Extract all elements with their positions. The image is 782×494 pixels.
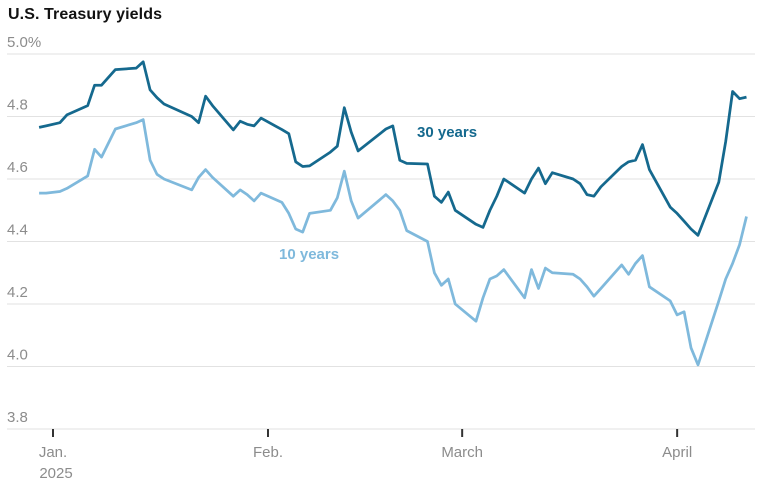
y-axis-label: 4.4: [7, 222, 28, 239]
chart-title: U.S. Treasury yields: [8, 6, 163, 23]
y-axis-label: 5.0%: [7, 34, 41, 51]
x-axis-label: March: [441, 444, 483, 461]
y-axis-label: 4.6: [7, 159, 28, 176]
y-axis-label: 3.8: [7, 409, 28, 426]
y-axis-label: 4.2: [7, 284, 28, 301]
x-axis-year-label: 2025: [39, 465, 72, 482]
line-10-years: [39, 118, 748, 367]
series-label-30-years: 30 years: [417, 124, 478, 141]
line-30-years: [38, 60, 747, 237]
x-axis-label: Jan.: [39, 444, 67, 461]
series-label-10-years: 10 years: [279, 246, 340, 263]
y-axis-label: 4.0: [7, 347, 28, 364]
x-axis-label: April: [662, 444, 692, 461]
x-axis-label: Feb.: [253, 444, 283, 461]
y-axis-label: 4.8: [7, 97, 28, 114]
